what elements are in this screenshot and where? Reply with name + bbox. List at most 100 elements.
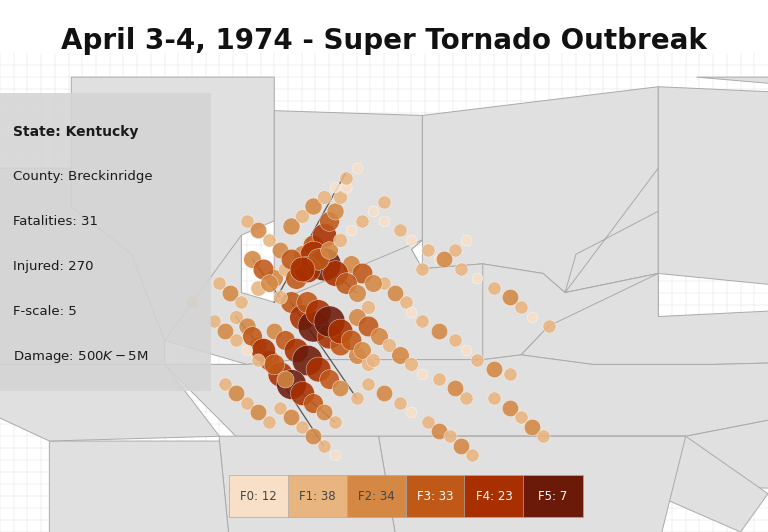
Point: [306, 202, 319, 211]
Point: [345, 260, 357, 268]
Point: [240, 217, 253, 225]
Point: [367, 279, 379, 287]
Point: [432, 327, 445, 335]
Point: [362, 303, 374, 311]
Text: F5: 7: F5: 7: [538, 489, 568, 503]
Point: [224, 288, 237, 297]
Point: [285, 255, 297, 263]
Point: [317, 260, 329, 268]
Text: F-scale: 5: F-scale: 5: [13, 305, 77, 318]
Point: [334, 384, 346, 393]
Point: [306, 432, 319, 440]
Point: [252, 284, 264, 292]
Point: [317, 193, 329, 201]
Point: [515, 303, 528, 311]
Point: [378, 197, 390, 206]
Point: [465, 451, 478, 460]
Point: [323, 217, 336, 225]
Point: [345, 336, 357, 345]
Text: State: Kentucky: State: Kentucky: [13, 125, 138, 139]
Point: [273, 403, 286, 412]
Point: [471, 355, 483, 364]
Point: [339, 173, 352, 182]
Point: [449, 384, 462, 393]
Point: [345, 226, 357, 235]
Point: [306, 322, 319, 330]
Point: [306, 240, 319, 249]
Point: [323, 375, 336, 383]
Point: [378, 217, 390, 225]
Point: [317, 408, 329, 417]
Polygon shape: [450, 388, 768, 489]
Point: [400, 298, 412, 306]
Point: [356, 269, 368, 278]
Point: [350, 288, 362, 297]
Text: F0: 12: F0: 12: [240, 489, 277, 503]
Point: [394, 226, 406, 235]
Point: [279, 336, 291, 345]
Point: [285, 298, 297, 306]
Text: F1: 38: F1: 38: [300, 489, 336, 503]
Point: [455, 442, 467, 450]
Point: [296, 264, 308, 273]
Point: [296, 389, 308, 397]
Point: [219, 379, 231, 388]
Point: [406, 408, 418, 417]
Point: [301, 264, 313, 273]
Point: [296, 312, 308, 321]
Point: [406, 236, 418, 244]
Point: [367, 355, 379, 364]
Text: F4: 23: F4: 23: [476, 489, 512, 503]
Polygon shape: [422, 87, 658, 293]
Point: [301, 298, 313, 306]
Point: [389, 288, 401, 297]
Point: [350, 394, 362, 402]
Polygon shape: [220, 436, 412, 532]
Point: [240, 346, 253, 354]
Point: [406, 307, 418, 316]
Point: [257, 264, 270, 273]
Point: [422, 418, 434, 426]
Point: [394, 398, 406, 407]
Point: [263, 236, 275, 244]
Point: [312, 307, 324, 316]
Point: [416, 264, 429, 273]
Point: [323, 331, 336, 340]
Point: [329, 207, 341, 215]
Point: [526, 422, 538, 431]
Point: [301, 355, 313, 364]
Point: [279, 375, 291, 383]
Point: [273, 370, 286, 378]
Point: [257, 346, 270, 354]
Text: Fatalities: 31: Fatalities: 31: [13, 215, 98, 228]
Point: [290, 346, 303, 354]
Point: [252, 341, 264, 350]
Point: [279, 264, 291, 273]
Polygon shape: [274, 111, 422, 302]
Point: [197, 307, 209, 316]
Polygon shape: [521, 273, 768, 364]
Point: [350, 351, 362, 359]
Point: [334, 341, 346, 350]
Point: [296, 250, 308, 259]
Point: [334, 236, 346, 244]
Point: [406, 360, 418, 369]
Point: [273, 293, 286, 302]
Point: [285, 413, 297, 421]
Point: [329, 183, 341, 192]
Text: F2: 34: F2: 34: [358, 489, 395, 503]
Point: [432, 375, 445, 383]
Text: April 3-4, 1974 - Super Tornado Outbreak: April 3-4, 1974 - Super Tornado Outbreak: [61, 27, 707, 55]
Point: [372, 331, 385, 340]
Point: [449, 336, 462, 345]
Point: [394, 351, 406, 359]
Point: [432, 255, 445, 263]
Point: [329, 451, 341, 460]
Point: [208, 317, 220, 326]
Point: [230, 312, 242, 321]
Point: [296, 212, 308, 220]
Point: [273, 245, 286, 254]
Point: [296, 422, 308, 431]
Text: Damage: $500K-$5M: Damage: $500K-$5M: [13, 349, 148, 365]
Point: [449, 245, 462, 254]
